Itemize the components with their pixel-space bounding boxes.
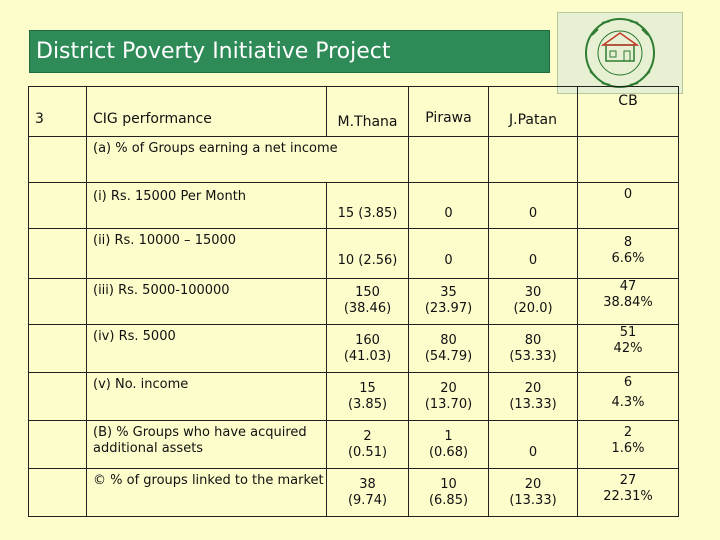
- cell-jpatan: 0: [488, 182, 578, 229]
- header-row: 3 CIG performance M.Thana Pirawa J.Patan…: [28, 86, 679, 137]
- cell-pirawa: 0: [408, 228, 489, 279]
- section-title: CIG performance: [86, 86, 327, 137]
- page-title: District Poverty Initiative Project: [36, 39, 391, 64]
- table-row: (ii) Rs. 10000 – 15000 10 (2.56) 0 0 8 6…: [28, 228, 679, 279]
- row-label: (i) Rs. 15000 Per Month: [86, 182, 327, 229]
- cell-pirawa: 10 (6.85): [408, 468, 489, 517]
- cell-pirawa: 35 (23.97): [408, 278, 489, 325]
- row-index: 3: [28, 86, 87, 137]
- cell-pirawa: 20 (13.70): [408, 372, 489, 421]
- cell-pirawa: 80 (54.79): [408, 324, 489, 373]
- col-header-cb: CB: [577, 86, 679, 137]
- table-row: (v) No. income 15 (3.85) 20 (13.70) 20 (…: [28, 372, 679, 421]
- cell-cb: 8 6.6%: [577, 228, 679, 279]
- cell-pirawa: 0: [408, 182, 489, 229]
- table-row: (B) % Groups who have acquired additiona…: [28, 420, 679, 469]
- cell-mthana: 160 (41.03): [326, 324, 409, 373]
- cell-jpatan: 20 (13.33): [488, 372, 578, 421]
- table-row: (iv) Rs. 5000 160 (41.03) 80 (54.79) 80 …: [28, 324, 679, 373]
- col-header-jpatan: J.Patan: [488, 86, 578, 137]
- cell-mthana: 10 (2.56): [326, 228, 409, 279]
- cell-cb: 51 42%: [577, 324, 679, 373]
- cell-cb: 27 22.31%: [577, 468, 679, 517]
- cell-jpatan: 20 (13.33): [488, 468, 578, 517]
- row-label: (iv) Rs. 5000: [86, 324, 327, 373]
- table-row: (i) Rs. 15000 Per Month 15 (3.85) 0 0 0: [28, 182, 679, 229]
- row-label: (B) % Groups who have acquired additiona…: [86, 420, 327, 469]
- title-bar: District Poverty Initiative Project: [29, 30, 550, 73]
- cell-jpatan: 80 (53.33): [488, 324, 578, 373]
- cell-mthana: 150 (38.46): [326, 278, 409, 325]
- cell-mthana: 15 (3.85): [326, 182, 409, 229]
- cell-mthana: 2 (0.51): [326, 420, 409, 469]
- row-label: (iii) Rs. 5000-100000: [86, 278, 327, 325]
- iird-logo: [557, 12, 683, 94]
- row-label: (ii) Rs. 10000 – 15000: [86, 228, 327, 279]
- performance-table: 3 CIG performance M.Thana Pirawa J.Patan…: [28, 86, 679, 517]
- table-row: (iii) Rs. 5000-100000 150 (38.46) 35 (23…: [28, 278, 679, 325]
- cell-cb: 0: [577, 182, 679, 229]
- cell-cb: 47 38.84%: [577, 278, 679, 325]
- cell-cb: 2 1.6%: [577, 420, 679, 469]
- cell-jpatan: 30 (20.0): [488, 278, 578, 325]
- col-header-pirawa: Pirawa: [408, 86, 489, 137]
- cell-mthana: 38 (9.74): [326, 468, 409, 517]
- table-row: (a) % of Groups earning a net income: [28, 136, 679, 183]
- cell-jpatan: 0: [488, 228, 578, 279]
- row-label: © % of groups linked to the market: [86, 468, 327, 517]
- col-header-mthana: M.Thana: [326, 86, 409, 137]
- table-row: © % of groups linked to the market 38 (9…: [28, 468, 679, 517]
- iird-seal-icon: [585, 18, 655, 88]
- cell-pirawa: 1 (0.68): [408, 420, 489, 469]
- heading-a: (a) % of Groups earning a net income: [86, 136, 409, 183]
- cell-mthana: 15 (3.85): [326, 372, 409, 421]
- row-label: (v) No. income: [86, 372, 327, 421]
- cell-cb: 6 4.3%: [577, 372, 679, 421]
- cell-jpatan: 0: [488, 420, 578, 469]
